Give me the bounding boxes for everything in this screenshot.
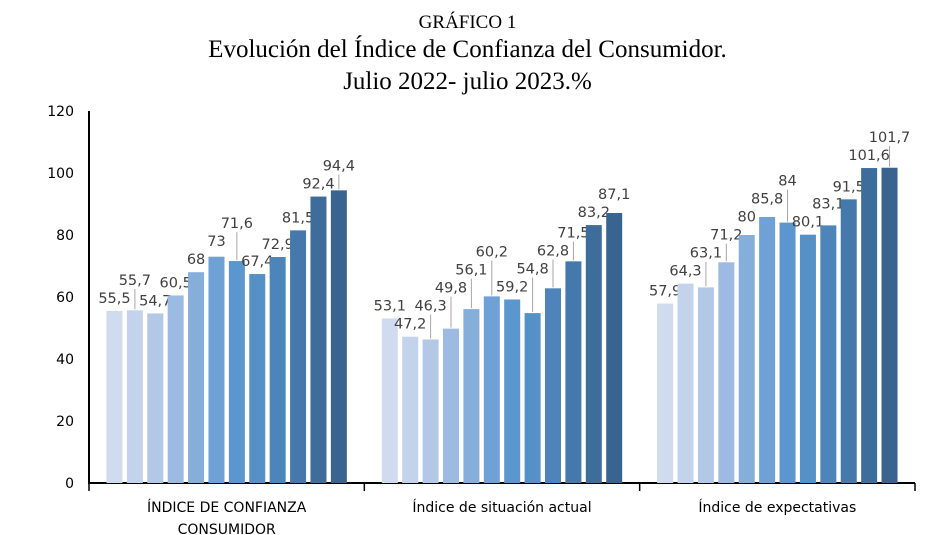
data-label: 56,1 — [455, 263, 487, 279]
bar — [443, 328, 459, 483]
y-tick-label: 100 — [47, 166, 74, 182]
data-label: 87,1 — [598, 187, 630, 203]
bar — [697, 287, 714, 483]
y-tick-label: 120 — [47, 104, 74, 120]
bar — [167, 295, 184, 483]
bar — [402, 336, 419, 483]
data-label: 101,6 — [848, 148, 890, 164]
bar — [840, 199, 857, 483]
data-label: 67,4 — [241, 254, 273, 270]
data-label: 72,9 — [262, 237, 294, 253]
chart-subtitle-line-2: Julio 2022- julio 2023.% — [343, 68, 592, 95]
data-label: 59,2 — [496, 279, 528, 295]
bar — [310, 196, 327, 483]
data-label: 60,5 — [160, 275, 192, 291]
x-category-label: CONSUMIDOR — [178, 522, 276, 535]
y-tick-label: 40 — [56, 352, 74, 368]
bar — [738, 235, 755, 483]
data-label: 60,2 — [476, 245, 508, 261]
bar — [290, 230, 307, 483]
data-label: 62,8 — [537, 243, 569, 259]
bar — [545, 288, 561, 483]
data-label: 83,2 — [578, 205, 610, 221]
bar — [881, 167, 898, 484]
bar — [585, 225, 602, 483]
bar — [208, 256, 225, 483]
data-label: 63,1 — [690, 246, 722, 262]
bar — [483, 296, 500, 483]
bar — [799, 234, 816, 483]
y-tick-label: 20 — [56, 414, 74, 430]
bar — [779, 222, 796, 483]
data-label: 54,8 — [516, 261, 548, 277]
data-label: 47,2 — [394, 317, 426, 333]
bar — [126, 310, 143, 483]
data-label: 49,8 — [435, 281, 467, 297]
data-label: 68 — [187, 252, 205, 268]
bar — [861, 168, 878, 484]
bar — [269, 257, 286, 483]
y-tick-label: 0 — [65, 476, 74, 492]
bar — [463, 309, 480, 483]
data-label: 73 — [207, 234, 225, 250]
data-label: 94,4 — [323, 159, 355, 175]
y-tick-label: 80 — [56, 228, 74, 244]
bar — [718, 262, 735, 483]
bar — [657, 303, 674, 483]
data-label: 46,3 — [414, 299, 446, 315]
bar — [188, 272, 205, 483]
bar — [504, 299, 521, 483]
bar — [106, 310, 123, 483]
data-label: 64,3 — [669, 264, 701, 280]
x-category-label: Índice de situación actual — [412, 499, 591, 516]
x-category-label: ÍNDICE DE CONFIANZA — [147, 499, 307, 516]
bar — [524, 313, 541, 483]
bar — [759, 217, 776, 483]
bar — [677, 283, 694, 483]
data-label: 83,1 — [812, 197, 844, 213]
data-label: 71,6 — [221, 216, 253, 232]
bar — [228, 261, 245, 483]
bar — [606, 212, 623, 484]
data-label: 71,5 — [557, 225, 589, 241]
data-label: 80,1 — [792, 215, 824, 231]
data-label: 57,9 — [649, 284, 681, 300]
bar — [249, 274, 266, 483]
data-label: 53,1 — [374, 298, 406, 314]
data-label: 81,5 — [282, 210, 314, 226]
data-label: 92,4 — [302, 177, 334, 193]
x-category-label: Índice de expectativas — [698, 499, 856, 516]
data-label: 85,8 — [751, 192, 783, 208]
data-label: 101,7 — [869, 130, 911, 146]
bar — [330, 190, 347, 484]
bar — [565, 261, 582, 483]
data-label: 54,7 — [139, 293, 171, 309]
data-label: 91,5 — [833, 179, 865, 195]
bar — [820, 225, 837, 483]
data-label: 71,2 — [710, 228, 742, 244]
data-label: 55,5 — [98, 291, 130, 307]
chart-title: GRÁFICO 1 — [418, 12, 517, 33]
data-label: 55,7 — [119, 273, 151, 289]
data-label: 80 — [738, 210, 756, 226]
bar — [381, 318, 398, 483]
chart-subtitle-line-1: Evolución del Índice de Confianza del Co… — [208, 36, 727, 63]
bar — [147, 313, 164, 483]
data-label: 84 — [778, 174, 796, 190]
y-tick-label: 60 — [56, 290, 74, 306]
bar — [422, 339, 439, 483]
